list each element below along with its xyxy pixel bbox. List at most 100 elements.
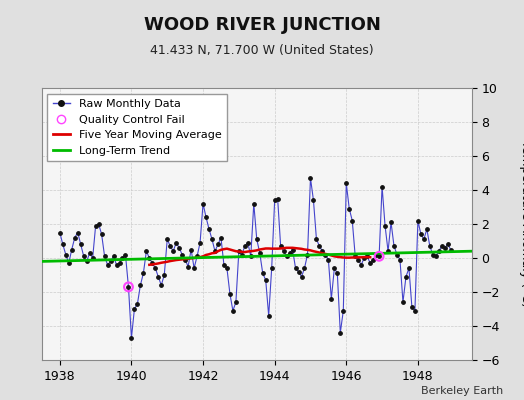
Point — [270, 197, 279, 203]
Point — [258, 270, 267, 276]
Point — [124, 284, 133, 290]
Point — [64, 260, 73, 266]
Point — [249, 200, 258, 207]
Point — [375, 253, 383, 260]
Point — [423, 226, 431, 232]
Point — [312, 236, 321, 242]
Point — [160, 272, 168, 278]
Legend: Raw Monthly Data, Quality Control Fail, Five Year Moving Average, Long-Term Tren: Raw Monthly Data, Quality Control Fail, … — [48, 94, 227, 161]
Point — [190, 265, 198, 271]
Point — [387, 219, 395, 226]
Point — [178, 251, 187, 258]
Point — [112, 262, 121, 268]
Point — [417, 231, 425, 237]
Point — [446, 246, 455, 253]
Point — [89, 255, 97, 261]
Point — [279, 248, 288, 254]
Point — [163, 236, 171, 242]
Point — [399, 299, 407, 306]
Point — [286, 250, 294, 256]
Text: WOOD RIVER JUNCTION: WOOD RIVER JUNCTION — [144, 16, 380, 34]
Point — [196, 240, 204, 246]
Point — [345, 206, 354, 212]
Point — [193, 253, 201, 260]
Point — [390, 243, 398, 249]
Point — [438, 243, 446, 249]
Point — [220, 262, 228, 268]
Point — [306, 175, 314, 181]
Point — [232, 299, 240, 306]
Point — [291, 265, 300, 271]
Point — [360, 255, 368, 261]
Point — [154, 274, 162, 280]
Point — [256, 250, 264, 256]
Point — [103, 262, 112, 268]
Point — [80, 253, 88, 260]
Point — [267, 265, 276, 271]
Point — [413, 218, 422, 224]
Y-axis label: Temperature Anomaly (°C): Temperature Anomaly (°C) — [519, 140, 524, 308]
Point — [303, 251, 312, 258]
Point — [405, 265, 413, 271]
Point — [85, 250, 94, 256]
Point — [324, 256, 333, 263]
Text: Berkeley Earth: Berkeley Earth — [421, 386, 503, 396]
Point — [62, 251, 70, 258]
Point — [187, 246, 195, 253]
Point — [151, 265, 159, 271]
Point — [97, 231, 106, 237]
Point — [202, 214, 210, 220]
Point — [148, 260, 157, 266]
Point — [384, 248, 392, 254]
Point — [300, 265, 309, 271]
Point — [381, 222, 389, 229]
Point — [68, 246, 76, 253]
Point — [366, 260, 374, 266]
Point — [223, 265, 231, 271]
Point — [139, 270, 148, 276]
Point — [282, 253, 291, 260]
Point — [247, 253, 255, 260]
Point — [277, 243, 285, 249]
Point — [378, 183, 386, 190]
Point — [265, 313, 273, 319]
Point — [294, 268, 303, 275]
Point — [199, 200, 207, 207]
Point — [434, 248, 443, 254]
Point — [315, 243, 324, 249]
Point — [333, 270, 342, 276]
Point — [241, 243, 249, 249]
Point — [145, 255, 154, 261]
Point — [393, 251, 401, 258]
Point — [142, 248, 150, 254]
Point — [357, 262, 365, 268]
Point — [208, 236, 216, 242]
Point — [443, 241, 452, 248]
Point — [124, 284, 133, 290]
Point — [157, 282, 166, 288]
Point — [136, 282, 145, 288]
Point — [82, 258, 91, 265]
Point — [217, 234, 225, 241]
Point — [342, 180, 351, 186]
Point — [327, 296, 335, 302]
Point — [351, 253, 359, 260]
Point — [118, 255, 127, 261]
Point — [130, 306, 139, 312]
Point — [411, 308, 419, 314]
Point — [184, 263, 192, 270]
Point — [274, 195, 282, 202]
Point — [363, 253, 372, 260]
Point — [59, 241, 67, 248]
Point — [172, 240, 180, 246]
Point — [181, 256, 189, 263]
Point — [402, 274, 410, 280]
Point — [354, 256, 363, 263]
Point — [115, 260, 124, 266]
Point — [226, 290, 234, 297]
Point — [235, 248, 243, 254]
Point — [91, 222, 100, 229]
Point — [321, 251, 330, 258]
Point — [396, 256, 404, 263]
Point — [175, 244, 183, 251]
